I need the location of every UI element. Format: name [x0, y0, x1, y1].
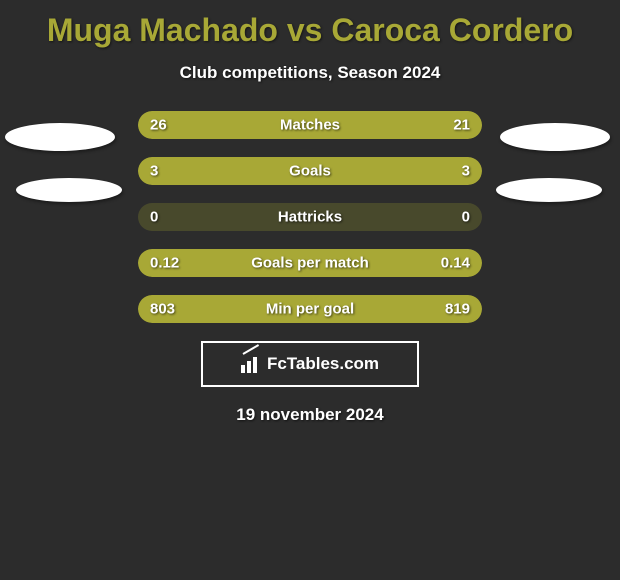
player-left-badge-2: [16, 178, 122, 202]
stat-label: Hattricks: [278, 209, 342, 226]
chart-icon: [241, 355, 263, 373]
fill-right: [310, 157, 482, 185]
date-text: 19 november 2024: [0, 405, 620, 425]
player-left-badge-1: [5, 123, 115, 151]
logo-text: FcTables.com: [267, 354, 379, 374]
stat-left-value: 0: [150, 209, 158, 226]
stat-right-value: 21: [453, 117, 470, 134]
stat-label: Min per goal: [266, 301, 354, 318]
stat-left-value: 26: [150, 117, 167, 134]
stat-row-goals: 3 Goals 3: [138, 157, 482, 185]
player-right-badge-1: [500, 123, 610, 151]
stat-row-hattricks: 0 Hattricks 0: [138, 203, 482, 231]
stats-container: 26 Matches 21 3 Goals 3 0 Hattricks 0 0.…: [138, 111, 482, 323]
stat-right-value: 0: [462, 209, 470, 226]
stat-right-value: 3: [462, 163, 470, 180]
fill-left: [138, 157, 310, 185]
stat-right-value: 819: [445, 301, 470, 318]
page-title: Muga Machado vs Caroca Cordero: [0, 0, 620, 49]
stat-label: Goals: [289, 163, 331, 180]
logo-box[interactable]: FcTables.com: [201, 341, 419, 387]
stat-row-matches: 26 Matches 21: [138, 111, 482, 139]
stat-left-value: 0.12: [150, 255, 179, 272]
stat-label: Goals per match: [251, 255, 369, 272]
stat-row-goals-per-match: 0.12 Goals per match 0.14: [138, 249, 482, 277]
subtitle: Club competitions, Season 2024: [0, 63, 620, 83]
player-right-badge-2: [496, 178, 602, 202]
stat-left-value: 3: [150, 163, 158, 180]
logo-wrapper: FcTables.com: [241, 354, 379, 374]
stat-row-min-per-goal: 803 Min per goal 819: [138, 295, 482, 323]
stat-right-value: 0.14: [441, 255, 470, 272]
stat-label: Matches: [280, 117, 340, 134]
stat-left-value: 803: [150, 301, 175, 318]
